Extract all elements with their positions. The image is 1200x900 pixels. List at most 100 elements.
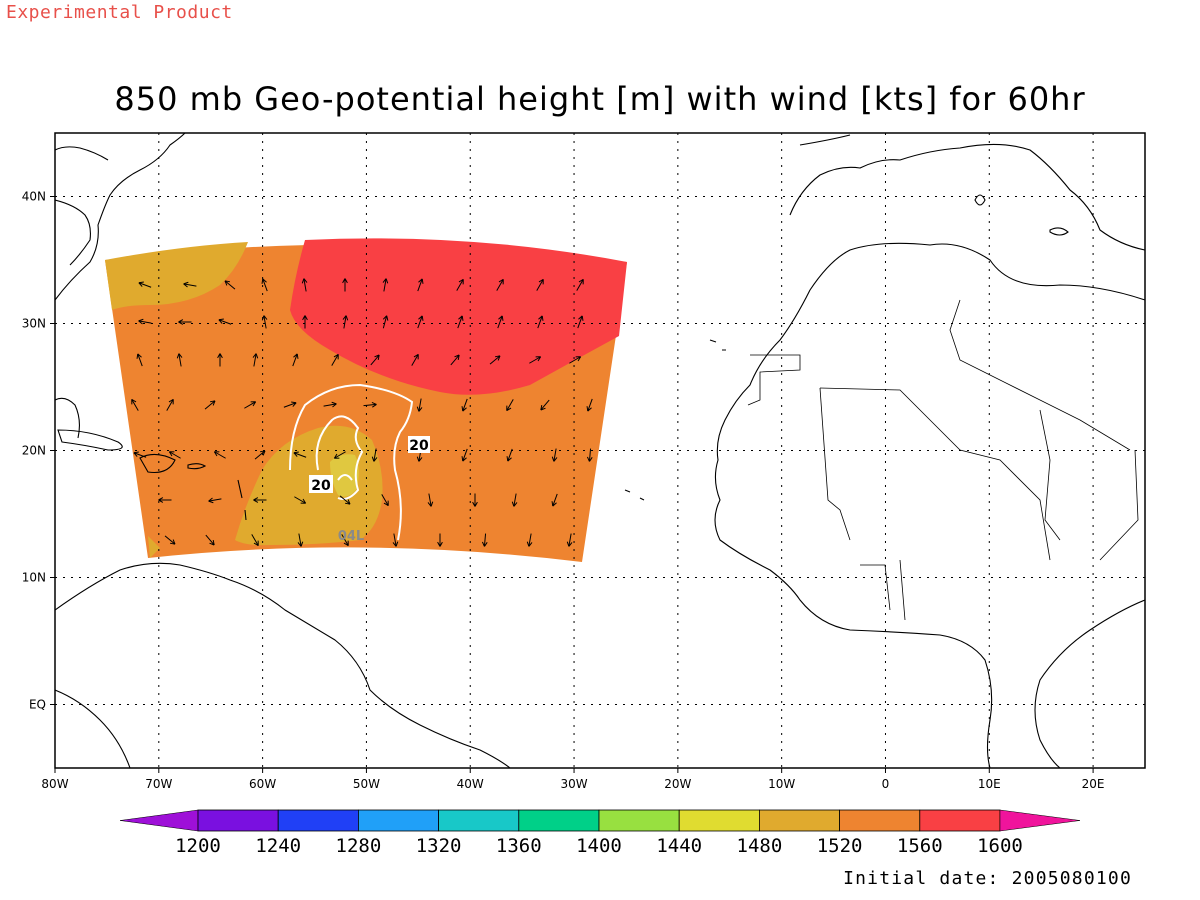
country-borders [747, 299, 1139, 621]
wind-arrow-head [209, 400, 216, 403]
wind-arrow-head [418, 315, 423, 320]
wind-arrow-head [457, 354, 460, 361]
wind-arrow [303, 278, 307, 292]
fill-1600 [290, 238, 627, 395]
wind-arrow-head [553, 457, 558, 462]
wind-arrow-head [296, 353, 299, 359]
wind-arrow [363, 403, 377, 407]
coastlines [55, 133, 1145, 768]
wind-arrow [254, 450, 266, 460]
wind-arrow-head [333, 453, 338, 459]
wind-arrow-head [262, 450, 266, 456]
wind-arrow [138, 282, 152, 288]
wind-arrow-head [458, 278, 464, 283]
wind-arrow-head [297, 542, 302, 547]
colorbar-segment [357, 809, 439, 832]
wind-arrow-head [421, 278, 424, 284]
wind-arrow-head [343, 542, 349, 547]
wind-arrow-head [385, 278, 389, 284]
x-tick-label: 30W [560, 777, 587, 791]
wind-arrow [456, 279, 464, 291]
wind-arrow-head [333, 353, 339, 358]
wind-arrow-head [540, 407, 546, 411]
wind-arrow-head [261, 278, 264, 284]
wind-arrow-head [382, 315, 388, 320]
wind-arrow-head [255, 353, 259, 359]
wind-arrow [553, 448, 557, 462]
wind-arrow [131, 399, 139, 411]
wind-arrow-head [262, 278, 267, 283]
wind-arrow [298, 533, 302, 547]
wind-arrow-head [218, 318, 224, 321]
wind-arrow [164, 535, 176, 545]
wind-arrow-head [133, 452, 138, 457]
wind-arrow-head [345, 315, 349, 321]
wind-arrow-head [454, 354, 460, 358]
wind-arrow-head [219, 353, 223, 359]
wind-arrow-head [169, 542, 176, 545]
wind-arrow-head [497, 355, 501, 361]
wind-arrow-head [253, 499, 259, 503]
wind-arrow-head [332, 403, 337, 408]
wind-arrow-head [224, 280, 231, 283]
wind-arrow-head [178, 319, 184, 323]
x-tick-label: 40W [457, 777, 484, 791]
wind-arrow-head [138, 282, 143, 287]
wind-arrow [137, 353, 143, 367]
wind-arrow [536, 279, 544, 291]
colorbar-label: 1520 [817, 835, 863, 857]
wind-arrow-head [331, 401, 337, 405]
fill-1520-sw [148, 536, 160, 558]
wind-arrow-head [498, 278, 504, 283]
wind-arrow-head [263, 315, 268, 320]
colorbar-left-arrow [119, 809, 199, 832]
x-tick-label: 20W [664, 777, 691, 791]
wind-arrow [331, 354, 339, 366]
wind-arrow-head [538, 315, 543, 320]
x-tick-label: 80W [41, 777, 68, 791]
contour-label-2: 20 [309, 475, 333, 494]
wind-arrow [183, 283, 197, 287]
wind-arrow-head [253, 542, 259, 547]
x-tick-label: 60W [249, 777, 276, 791]
wind-arrow [411, 354, 419, 366]
wind-arrow-head [158, 499, 164, 503]
wind-arrow-head [568, 542, 573, 547]
wind-arrow-head [303, 278, 308, 283]
wind-arrow [341, 534, 349, 546]
wind-vectors [131, 278, 593, 547]
wind-arrow [382, 315, 388, 329]
wind-arrow-head [178, 353, 183, 358]
wind-arrow-head [526, 541, 530, 547]
colorbar-segment [518, 809, 600, 832]
wind-arrow-head [217, 353, 221, 359]
wind-arrow-head [418, 407, 423, 412]
wind-arrow-head [344, 278, 348, 284]
wind-arrow-head [511, 501, 515, 507]
wind-arrow-head [138, 320, 143, 325]
wind-arrow-head [513, 502, 518, 507]
wind-arrow-head [293, 451, 299, 454]
wind-arrow [569, 356, 581, 364]
wind-arrow [251, 534, 259, 546]
wind-arrow-head [302, 498, 307, 504]
wind-arrow-head [458, 315, 463, 320]
wind-arrow-head [137, 353, 142, 358]
wind-arrow [457, 315, 463, 329]
wind-arrow-head [138, 318, 144, 322]
wind-arrow-head [481, 541, 485, 547]
wind-arrow [483, 533, 487, 547]
wind-arrow-head [377, 354, 380, 361]
wind-arrow-head [427, 502, 432, 507]
wind-arrow-head [484, 542, 488, 547]
wind-arrow [588, 448, 592, 462]
wind-arrow-head [472, 501, 476, 507]
wind-arrow [529, 356, 541, 364]
wind-arrow-head [301, 278, 305, 284]
wind-arrow [417, 278, 423, 292]
wind-arrow-head [538, 278, 544, 283]
wind-arrow-head [304, 315, 308, 321]
wind-arrow [262, 278, 268, 292]
wind-arrow-head [208, 497, 213, 502]
wind-arrow [393, 533, 397, 547]
